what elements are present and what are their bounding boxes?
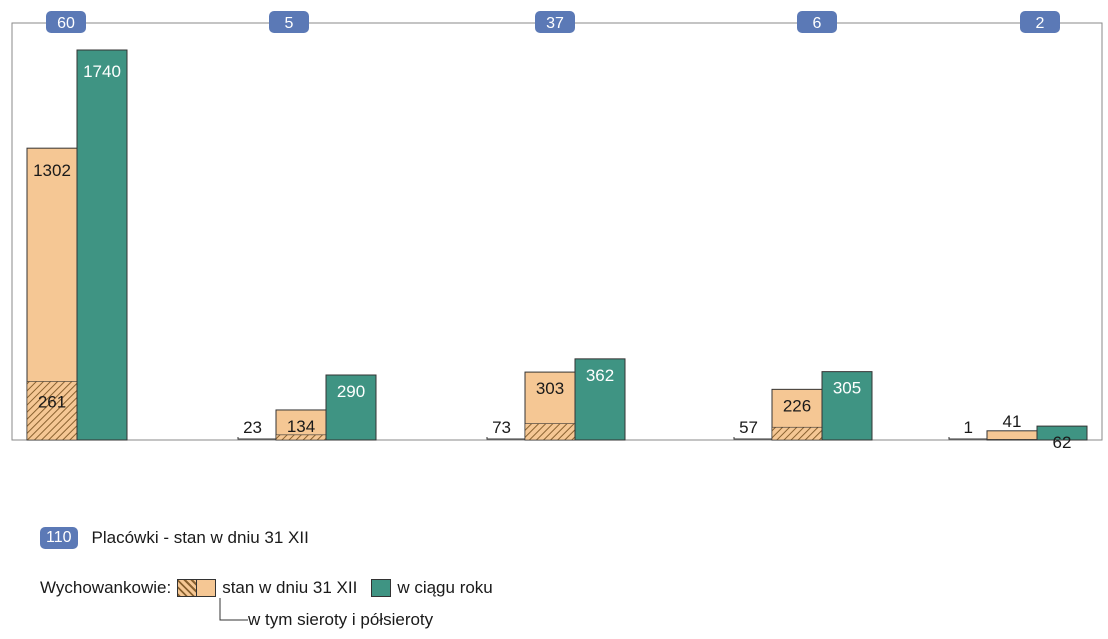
sieroty-callout	[486, 437, 525, 440]
bar-sieroty-label: 261	[38, 393, 66, 412]
bar-rok-label: 362	[586, 366, 614, 385]
placowki-badge-label: 6	[813, 15, 822, 32]
placowki-badge-label: 2	[1036, 15, 1045, 32]
bar-rok	[574, 358, 626, 441]
category-label: Socjalizacyjne	[13, 457, 121, 460]
legend-rok-label: w ciągu roku	[397, 578, 493, 597]
legend-sieroty-connector	[219, 598, 248, 621]
bar-stan-label: 134	[287, 417, 315, 436]
category-label: Interwencyjne	[258, 457, 363, 460]
category-label: Specjalistyczno-	[958, 457, 1081, 460]
bar-rok	[325, 374, 377, 441]
legend-rok-swatch	[371, 579, 392, 597]
placowki-badge	[535, 11, 575, 33]
legend-stan-label: stan w dniu 31 XII	[222, 578, 358, 597]
legend-placowki: 110 Placówki - stan w dniu 31 XII	[40, 527, 309, 549]
bar-stan-label: 303	[536, 379, 564, 398]
legend-wychowankowie-label: Wychowankowie:	[40, 578, 172, 597]
legend-sieroty: w tym sieroty i półsieroty	[248, 610, 433, 630]
legend-sieroty-label: w tym sieroty i półsieroty	[248, 610, 434, 629]
bar-sieroty-label: 1	[964, 418, 973, 437]
legend-placowki-badge: 110	[40, 527, 78, 549]
placowki-badge-label: 5	[285, 15, 294, 32]
bar-stan-label: 226	[783, 396, 811, 415]
bar-rok	[76, 49, 128, 441]
sieroty-callout	[948, 437, 987, 440]
bar-rok-label: 290	[337, 382, 365, 401]
bar-stan-label: 41	[1003, 412, 1022, 431]
bar-sieroty	[26, 381, 78, 441]
bar-stan-label: 1302	[33, 161, 71, 180]
bar-rok	[821, 371, 873, 441]
legend-wychowankowie: Wychowankowie: stan w dniu 31 XII w ciąg…	[40, 578, 493, 598]
bar-sieroty	[524, 423, 576, 441]
legend-stan-swatch	[196, 579, 217, 597]
chart: 6013022611740Socjalizacyjne513429023Inte…	[11, 11, 1103, 460]
bar-rok-label: 62	[1053, 433, 1072, 452]
bar-sieroty	[771, 426, 823, 441]
placowki-badge	[1020, 11, 1060, 33]
placowki-badge-label: 37	[546, 15, 564, 32]
bar-sieroty-label: 57	[739, 418, 758, 437]
category-label: Rodzinne	[509, 457, 581, 460]
legend-placowki-label: Placówki - stan w dniu 31 XII	[91, 528, 309, 547]
legend-hatch-swatch	[177, 579, 197, 597]
bar-sieroty-label: 23	[243, 418, 262, 437]
bar-sieroty-label: 73	[492, 418, 511, 437]
bar-sieroty	[986, 439, 1038, 441]
bar-rok-label: 305	[833, 379, 861, 398]
bar-rok-label: 1740	[83, 62, 121, 81]
sieroty-callout	[733, 437, 772, 440]
placowki-badge	[797, 11, 837, 33]
placowki-badge	[269, 11, 309, 33]
bar-stan	[986, 430, 1038, 441]
bar-rok	[1036, 425, 1088, 441]
placowki-badge	[46, 11, 86, 33]
placowki-badge-label: 60	[57, 15, 75, 32]
sieroty-callout	[237, 437, 276, 440]
category-label: Łączące zadania	[728, 457, 856, 460]
